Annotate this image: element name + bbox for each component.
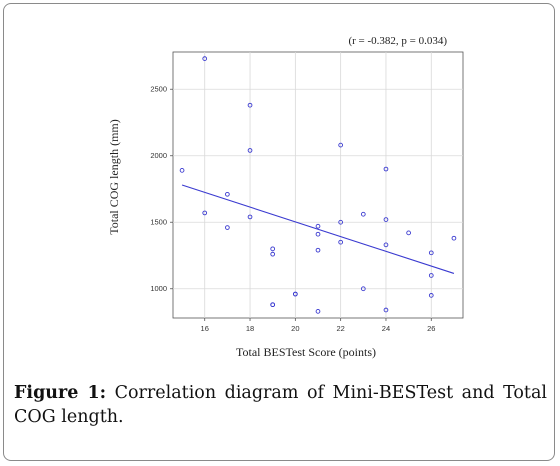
figure-label: Figure 1: — [14, 383, 107, 403]
data-point — [247, 214, 253, 220]
x-tick-label: 22 — [336, 324, 344, 333]
x-tick-label: 20 — [291, 324, 299, 333]
x-tick-label: 16 — [201, 324, 209, 333]
figure-caption: Figure 1: Correlation diagram of Mini-BE… — [14, 381, 547, 429]
data-point — [360, 211, 366, 217]
correlation-annotation: (r = -0.382, p = 0.034) — [348, 35, 447, 47]
x-axis-title: Total BESTest Score (points) — [236, 345, 376, 359]
plot-border — [172, 51, 464, 319]
y-axis-ticks: 1000 1500 2000 2500 — [150, 85, 173, 293]
data-point — [315, 309, 321, 314]
data-point — [270, 246, 276, 252]
data-point — [338, 239, 344, 245]
x-axis-ticks: 16 18 20 22 24 26 — [201, 318, 435, 333]
data-point — [179, 168, 185, 173]
x-tick-label: 18 — [246, 324, 254, 333]
regression-line — [181, 184, 455, 274]
data-point — [292, 291, 298, 297]
data-point — [383, 217, 389, 222]
y-tick-label: 2000 — [150, 151, 167, 160]
grid-lines — [173, 52, 463, 318]
data-point — [338, 219, 344, 225]
x-tick-label: 26 — [427, 324, 435, 333]
data-point — [270, 251, 276, 257]
data-point — [451, 235, 457, 241]
data-point — [383, 242, 389, 248]
data-point — [247, 102, 253, 108]
y-tick-label: 1500 — [150, 218, 167, 227]
data-point — [428, 273, 434, 278]
data-point — [225, 225, 230, 230]
data-point — [202, 210, 208, 216]
data-point — [360, 286, 366, 292]
x-tick-label: 24 — [382, 324, 390, 333]
data-point — [315, 231, 321, 237]
data-point — [315, 247, 321, 253]
data-point — [383, 307, 389, 313]
y-tick-label: 2500 — [150, 85, 167, 94]
plot-area: 16 18 20 22 24 26 1000 1500 2000 2500 — [150, 51, 464, 333]
data-points — [179, 56, 457, 314]
data-point — [270, 302, 276, 308]
data-point — [225, 191, 230, 197]
data-point — [406, 230, 411, 236]
y-axis-title: Total COG length (mm) — [107, 119, 121, 234]
figure-caption-text: Correlation diagram of Mini-BESTest and … — [14, 383, 547, 427]
data-point — [202, 56, 208, 61]
data-point — [247, 148, 253, 153]
data-point — [428, 293, 434, 298]
data-point — [383, 166, 389, 172]
scatter-chart: 16 18 20 22 24 26 1000 1500 2000 2500 (r = -0.38… — [107, 35, 464, 359]
data-point — [338, 142, 344, 148]
data-point — [428, 250, 434, 256]
data-point — [315, 223, 321, 229]
y-tick-label: 1000 — [150, 284, 167, 293]
